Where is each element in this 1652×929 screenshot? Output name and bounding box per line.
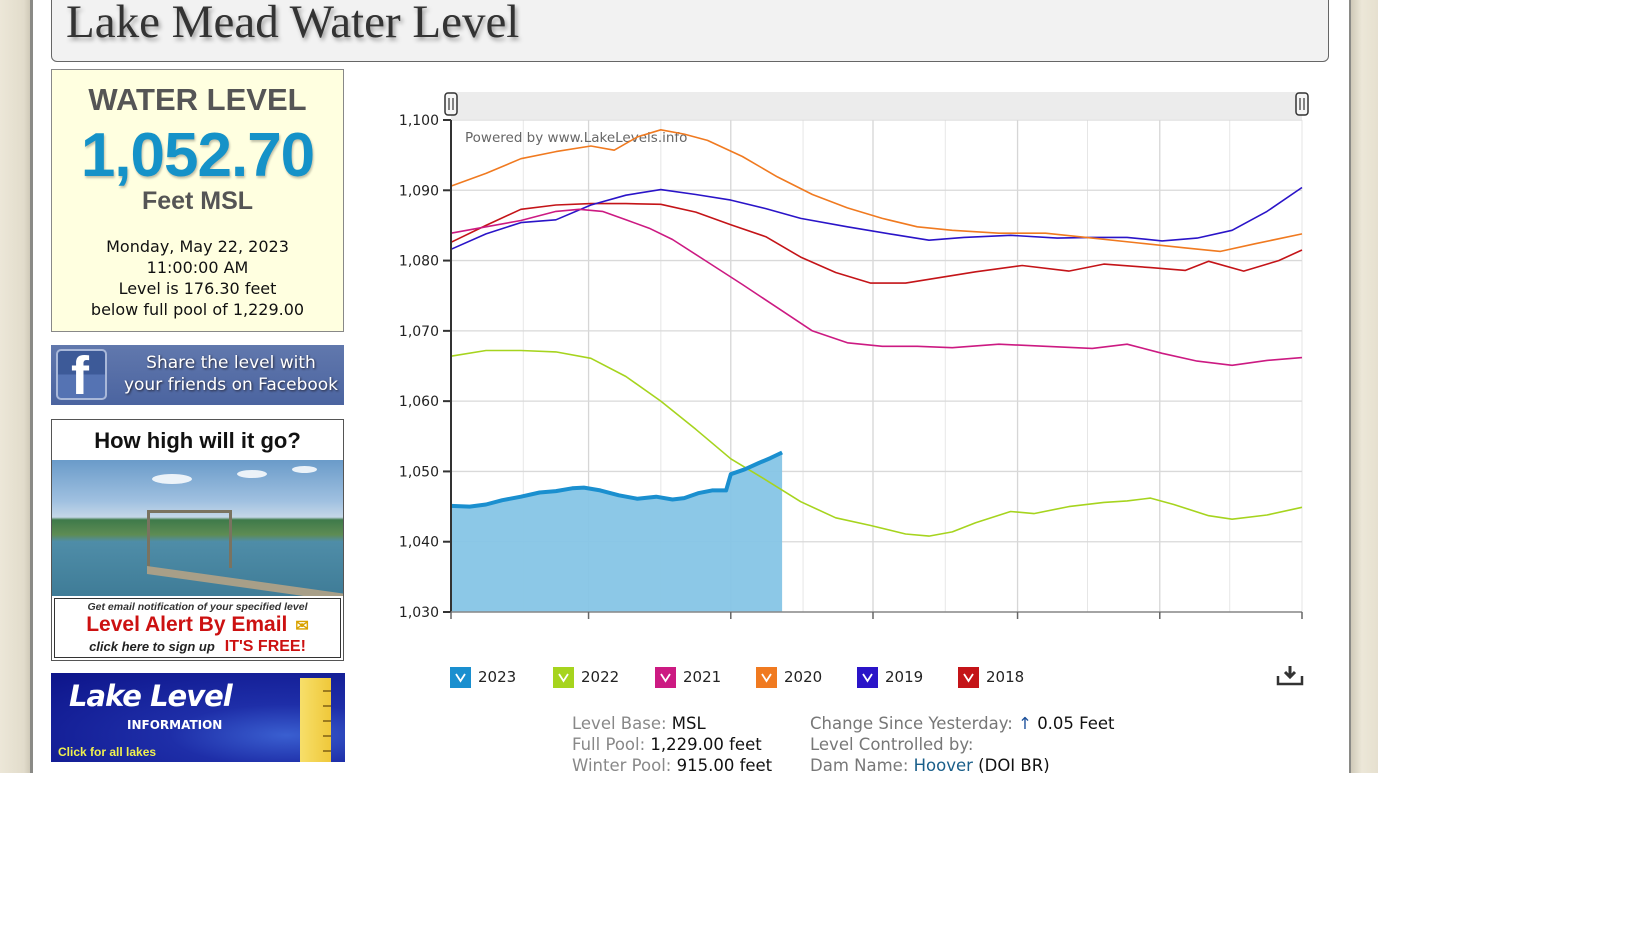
lake-stats-left: Level Base: MSL Full Pool: 1,229.00 feet… (572, 713, 772, 776)
lake-dock-photo (52, 460, 343, 596)
water-level-panel: WATER LEVEL 1,052.70 Feet MSL Monday, Ma… (51, 69, 344, 332)
legend-item-2023[interactable]: 2023 (450, 666, 516, 688)
y-tick-label: 1,080 (399, 254, 439, 270)
facebook-share-line2: your friends on Facebook (123, 375, 339, 395)
promo-title: How high will it go? (94, 428, 301, 453)
checkmark-icon[interactable] (655, 666, 676, 688)
email-alert-box[interactable]: Get email notification of your specified… (54, 598, 341, 658)
y-tick-label: 1,070 (399, 324, 439, 340)
dam-link[interactable]: Hoover (913, 756, 973, 775)
facebook-share-banner[interactable]: f Share the level with your friends on F… (51, 345, 344, 406)
water-level-details: Monday, May 22, 2023 11:00:00 AM Level i… (52, 236, 343, 320)
ruler-icon (300, 678, 331, 762)
series-line-2020 (450, 129, 1303, 253)
download-icon[interactable] (1275, 664, 1305, 688)
water-level-unit: Feet MSL (141, 187, 254, 215)
navigator-handle-left[interactable] (444, 92, 458, 116)
checkmark-icon[interactable] (450, 666, 471, 688)
legend-item-2019[interactable]: 2019 (857, 666, 923, 688)
y-tick-label: 1,060 (399, 394, 439, 410)
page-header: Lake Mead Water Level (51, 0, 1329, 62)
full-pool-reference: below full pool of 1,229.00 (90, 300, 305, 319)
arrow-up-icon: ↑ (1018, 714, 1032, 733)
legend-item-2020[interactable]: 2020 (756, 666, 822, 688)
legend-label: 2021 (683, 668, 722, 686)
page-border-left (30, 0, 33, 773)
checkmark-icon[interactable] (553, 666, 574, 688)
water-level-chart: Powered by www.LakeLevels.info 1,030 1,040… (380, 86, 1340, 642)
reading-time: 11:00:00 AM (146, 258, 249, 277)
lli-banner-link: Click for all lakes (58, 745, 157, 759)
page-title: Lake Mead Water Level (66, 0, 520, 48)
change-row: Change Since Yesterday: ↑ 0.05 Feet (810, 714, 1115, 733)
level-difference: Level is 176.30 feet (118, 279, 277, 298)
series-line-2018 (450, 202, 1303, 284)
water-level-value: 1,052.70 (80, 121, 315, 190)
y-tick-label: 1,100 (399, 113, 439, 129)
page-background-left (0, 0, 30, 773)
reading-date: Monday, May 22, 2023 (106, 237, 289, 256)
y-tick-label: 1,030 (399, 605, 439, 621)
y-tick-label: 1,050 (399, 464, 439, 480)
controlled-by-row: Level Controlled by: (810, 735, 974, 754)
lli-banner-title: Lake Level (69, 679, 233, 713)
series-line-2022 (450, 349, 1303, 537)
level-alert-promo[interactable]: How high will it go? Get email notificat… (51, 419, 344, 661)
legend-item-2022[interactable]: 2022 (553, 666, 619, 688)
navigator-handle-right[interactable] (1295, 92, 1309, 116)
checkmark-icon[interactable] (857, 666, 878, 688)
full-pool-row: Full Pool: 1,229.00 feet (572, 735, 762, 754)
page-background-right (1351, 0, 1378, 773)
lli-banner-subtitle: INFORMATION (127, 718, 223, 732)
facebook-share-text: Share the level with your friends on Fac… (121, 352, 341, 396)
legend-label: 2019 (885, 668, 924, 686)
checkmark-icon[interactable] (756, 666, 777, 688)
series-line-2023 (450, 450, 783, 509)
level-base-row: Level Base: MSL (572, 714, 706, 733)
water-level-title: WATER LEVEL (88, 82, 307, 117)
winter-pool-row: Winter Pool: 915.00 feet (572, 756, 773, 775)
alert-heading: Level Alert By Email ✉ (86, 613, 309, 636)
y-tick-label: 1,090 (399, 183, 439, 199)
facebook-share-line1: Share the level with (146, 353, 316, 373)
chart-navigator (451, 92, 1302, 119)
page-border-right (1349, 0, 1351, 773)
legend-item-2021[interactable]: 2021 (655, 666, 721, 688)
series-line-2021 (450, 208, 1303, 367)
alert-signup[interactable]: click here to sign up IT'S FREE! (89, 638, 306, 655)
lake-level-info-banner[interactable]: Lake Level INFORMATION Click for all lak… (51, 673, 345, 762)
legend-label: 2023 (478, 668, 517, 686)
legend-label: 2018 (986, 668, 1025, 686)
facebook-icon: f (56, 346, 107, 406)
legend-label: 2022 (581, 668, 620, 686)
y-tick-label: 1,040 (399, 535, 439, 551)
dam-name-row: Dam Name: Hoover (DOI BR) (810, 756, 1050, 775)
legend-label: 2020 (784, 668, 823, 686)
envelope-icon: ✉ (295, 618, 309, 635)
series-line-2019 (450, 186, 1303, 251)
lake-stats-right: Change Since Yesterday: ↑ 0.05 Feet Leve… (810, 713, 1115, 776)
alert-subtitle: Get email notification of your specified… (87, 601, 308, 613)
series-area-2023 (451, 452, 783, 612)
legend-item-2018[interactable]: 2018 (958, 666, 1024, 688)
chart-watermark: Powered by www.LakeLevels.info (465, 130, 687, 146)
checkmark-icon[interactable] (958, 666, 979, 688)
chart-svg: Powered by www.LakeLevels.info 1,030 1,040… (399, 92, 1309, 642)
